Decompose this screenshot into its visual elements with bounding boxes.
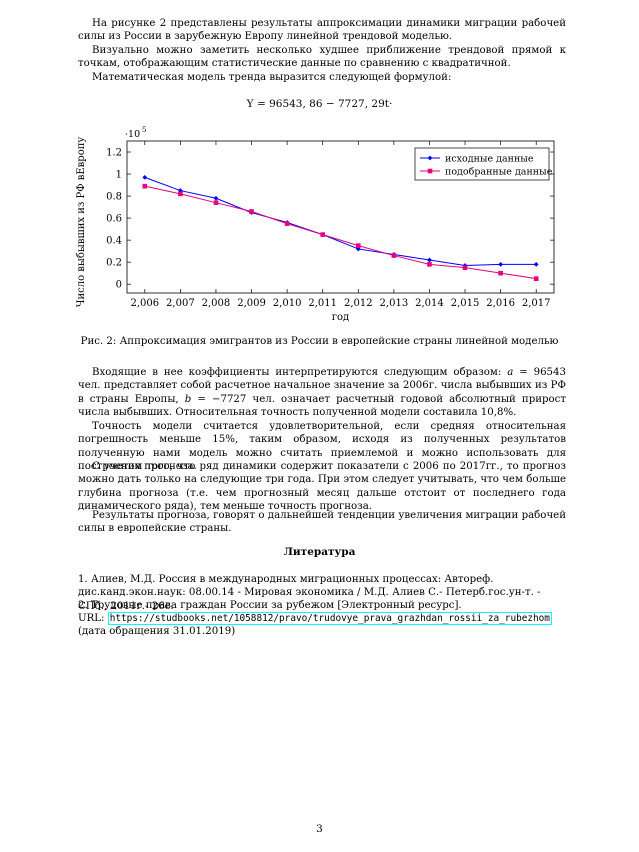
x-tick-label: 2,008	[202, 298, 231, 309]
x-tick-label: 2,015	[451, 298, 480, 309]
x-tick-label: 2,014	[415, 298, 444, 309]
data-point-square	[355, 243, 361, 248]
data-point-square	[533, 276, 539, 281]
paragraph-forecast: С учетом того, что ряд динамики содержит…	[78, 461, 566, 513]
data-point-diamond	[213, 195, 219, 201]
paragraph-intro-3: Математическая модель тренда выразится с…	[92, 72, 452, 83]
data-point-square	[391, 253, 397, 258]
coefficient-a-text: = 96543 чел. представляет собой расчетно…	[78, 367, 567, 405]
symbol-b: b	[184, 393, 192, 405]
literature-heading: Литература	[283, 546, 356, 558]
trend-formula: Y = 96543, 86 − 7727, 29t·	[246, 98, 393, 110]
y-tick-label: 0.2	[106, 258, 122, 269]
data-point-square	[213, 200, 219, 205]
x-tick-label: 2,010	[273, 298, 302, 309]
url-suffix: (дата обращения 31.01.2019)	[78, 626, 236, 638]
data-point-square	[142, 183, 148, 189]
y-tick-label: 0	[116, 280, 122, 291]
x-tick-label: 2,011	[308, 298, 337, 309]
y-scale-exponent: 5	[142, 126, 146, 134]
series-line-1	[144, 176, 537, 266]
data-point-diamond	[533, 261, 539, 267]
data-point-square	[498, 270, 503, 276]
data-point-square	[427, 262, 432, 267]
x-tick-label: 2,009	[237, 298, 266, 309]
x-tick-label: 2,013	[380, 298, 409, 309]
y-tick-label: 1	[116, 170, 122, 181]
reference-url-link[interactable]: https://studbooks.net/1058812/pravo/trud…	[107, 612, 552, 625]
url-prefix: URL:	[78, 613, 108, 624]
y-tick-label: 1.2	[106, 148, 122, 159]
x-tick-label: 2,006	[130, 298, 159, 309]
x-tick-label: 2,007	[166, 298, 195, 309]
paragraph-intro-2: Визуально можно заметить несколько худше…	[78, 45, 566, 70]
y-tick-label: 0.4	[106, 236, 122, 247]
data-point-square	[320, 232, 326, 237]
coefficient-b-text: = −7727 чел. означает расчетный годовой …	[78, 393, 567, 419]
data-point-square	[284, 221, 290, 226]
coefficients-text-a: Входящие в нее коэффициенты интерпретиру…	[92, 367, 508, 378]
data-point-diamond	[427, 257, 432, 263]
legend-label: подобранные данные	[445, 167, 553, 178]
x-axis-label: год	[332, 312, 349, 323]
x-tick-label: 2,016	[486, 298, 515, 309]
symbol-a: a	[507, 367, 514, 378]
page-number: 3	[316, 823, 323, 835]
y-axis-label: Число выбывших из РФ вЕвропу	[76, 137, 87, 308]
paragraph-accuracy: Точность модели считается удовлетворител…	[78, 421, 566, 473]
y-tick-label: 0.6	[106, 214, 122, 225]
x-tick-label: 2,017	[522, 298, 551, 309]
series-line-2	[144, 185, 537, 280]
reference-1: 1. Алиев, М.Д. Россия в международных ми…	[78, 574, 541, 612]
legend-label: исходные данные	[445, 154, 534, 165]
legend-box	[414, 147, 550, 181]
data-point-square	[427, 168, 433, 174]
data-point-diamond	[498, 261, 504, 267]
data-point-diamond	[142, 174, 148, 180]
x-tick-label: 2,012	[344, 298, 373, 309]
line-chart: 0 0.2 0.4 0.6 0.8 1 1.2·10 5 2,006 2,007 2,008 2,00…	[76, 126, 555, 323]
paragraph-coefficients: Входящие в нее коэффициенты интерпретиру…	[78, 366, 566, 420]
plot-frame	[126, 140, 555, 294]
figure-caption: Рис. 2: Аппроксимация эмигрантов из Росс…	[80, 336, 559, 347]
paragraph-results: Результаты прогноза, говорят о дальнейше…	[78, 510, 566, 535]
data-point-square	[178, 191, 183, 197]
data-point-diamond	[427, 155, 433, 161]
reference-2: 2. Трудовые права граждан России за рубе…	[78, 600, 462, 611]
data-point-square	[462, 265, 468, 270]
y-scale-label: ·10	[125, 129, 140, 140]
y-tick-label: 0.8	[106, 192, 122, 203]
data-point-square	[249, 209, 254, 214]
paragraph-intro-1: На рисунке 2 представлены результаты апп…	[78, 18, 566, 43]
reference-2-url-line: URL: https://studbooks.net/1058812/pravo…	[78, 612, 570, 639]
